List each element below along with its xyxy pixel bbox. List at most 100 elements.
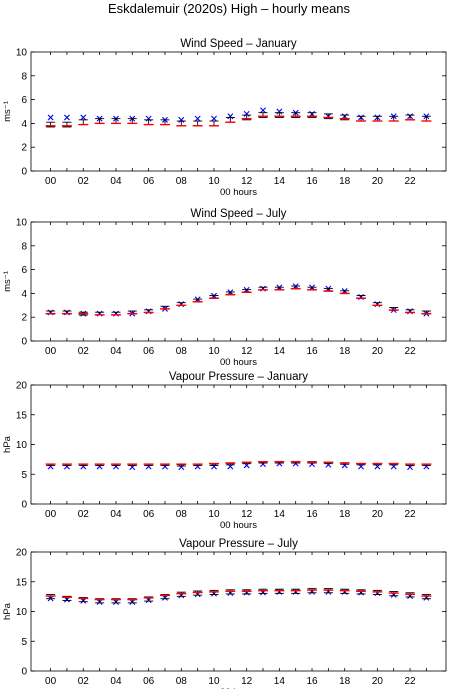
errorbar-point — [421, 115, 431, 122]
cross-point — [227, 113, 234, 120]
x-axis-label: 00 hours — [220, 520, 257, 531]
y-tick-label: 10 — [16, 440, 28, 451]
y-axis-label: hPa — [2, 602, 13, 620]
series-dash — [45, 287, 432, 316]
errorbar-point — [405, 114, 415, 121]
panel-title: Wind Speed – January — [180, 38, 297, 50]
y-tick-label: 10 — [16, 48, 28, 59]
series-dash — [45, 461, 432, 465]
y-tick-label: 10 — [16, 607, 28, 618]
x-tick-label: 14 — [274, 509, 286, 520]
errorbar-point — [111, 118, 121, 124]
y-tick-label: 0 — [21, 667, 27, 678]
x-tick-label: 22 — [404, 176, 416, 187]
cross-stroke — [178, 116, 185, 123]
x-tick-label: 22 — [404, 509, 416, 520]
y-tick-label: 0 — [21, 500, 27, 511]
axes-frame — [30, 221, 447, 342]
x-tick-label: 22 — [404, 346, 416, 357]
panel-title: Wind Speed – July — [191, 208, 287, 220]
x-tick-label: 20 — [372, 509, 384, 520]
errorbar-point — [209, 120, 219, 127]
cross-stroke — [260, 107, 266, 114]
series-mean_with_error — [46, 588, 431, 604]
x-tick-label: 20 — [372, 176, 384, 187]
y-tick-label: 5 — [21, 637, 27, 648]
x-tick-label: 14 — [274, 176, 286, 187]
y-axis-label: hPa — [2, 435, 13, 453]
x-tick-label: 02 — [78, 346, 90, 357]
series-cross — [47, 588, 430, 605]
cross-point — [276, 108, 283, 115]
panel-title: Vapour Pressure – July — [179, 538, 298, 550]
x-tick-label: 16 — [306, 346, 318, 357]
x-tick-label: 06 — [143, 176, 155, 187]
x-axis-label: 00 hours — [220, 187, 257, 198]
cross-stroke — [80, 114, 87, 121]
cross-point — [145, 115, 152, 122]
cross-stroke — [145, 115, 152, 122]
x-tick-label: 04 — [110, 176, 122, 187]
cross-stroke — [276, 108, 283, 115]
x-axis-label: 00 hours — [220, 357, 257, 368]
y-tick-label: 0 — [21, 337, 27, 348]
cross-stroke — [47, 114, 54, 121]
series-dash — [45, 589, 432, 601]
x-tick-label: 10 — [208, 176, 220, 187]
cross-point — [80, 114, 87, 121]
cross-stroke — [227, 113, 234, 120]
x-tick-label: 16 — [306, 676, 318, 687]
chart-panel-2: Vapour Pressure – January 0 5 10 15 20 00 02 04 0… — [2, 371, 447, 531]
x-tick-label: 22 — [404, 676, 416, 687]
x-tick-label: 02 — [78, 676, 90, 687]
x-tick-label: 20 — [372, 346, 384, 357]
y-tick-label: 0 — [21, 167, 27, 178]
x-tick-label: 16 — [306, 176, 318, 187]
cross-stroke — [211, 115, 217, 122]
x-tick-label: 08 — [176, 176, 188, 187]
y-tick-label: 2 — [21, 313, 27, 324]
series-mean_with_error — [46, 285, 431, 316]
x-tick-label: 10 — [208, 346, 220, 357]
series-cross — [47, 460, 430, 471]
y-tick-label: 10 — [16, 218, 28, 229]
cross-point — [211, 115, 217, 122]
y-axis-label: ms⁻¹ — [2, 101, 13, 122]
x-tick-label: 14 — [274, 676, 286, 687]
x-tick-label: 10 — [208, 509, 220, 520]
errorbar-point — [127, 118, 137, 124]
x-tick-label: 10 — [208, 676, 220, 687]
errorbar-point — [389, 115, 399, 122]
x-tick-label: 20 — [372, 676, 384, 687]
x-tick-label: 00 — [45, 176, 57, 187]
x-tick-label: 12 — [241, 676, 253, 687]
y-tick-label: 15 — [16, 577, 28, 588]
series-cross — [47, 283, 430, 317]
errorbar-point — [144, 119, 154, 126]
x-tick-label: 04 — [110, 676, 122, 687]
x-tick-label: 06 — [143, 509, 155, 520]
y-tick-label: 6 — [21, 95, 27, 106]
cross-stroke — [63, 114, 70, 121]
x-tick-label: 00 — [45, 509, 57, 520]
y-tick-label: 15 — [16, 410, 28, 421]
cross-stroke — [243, 110, 250, 117]
errorbar-point — [176, 120, 186, 127]
x-tick-label: 02 — [78, 509, 90, 520]
x-tick-label: 12 — [241, 176, 253, 187]
cross-point — [194, 115, 201, 122]
y-tick-label: 6 — [21, 265, 27, 276]
x-tick-label: 12 — [241, 509, 253, 520]
cross-point — [178, 116, 185, 123]
y-tick-label: 4 — [21, 119, 27, 130]
errorbar-point — [372, 115, 382, 122]
x-tick-label: 06 — [143, 676, 155, 687]
y-tick-label: 5 — [21, 470, 27, 481]
x-tick-label: 18 — [339, 509, 351, 520]
series-cross — [47, 107, 430, 123]
cross-stroke — [211, 463, 217, 470]
x-tick-label: 00 — [45, 346, 57, 357]
x-tick-label: 04 — [110, 346, 122, 357]
y-axis-label: ms⁻¹ — [2, 271, 13, 292]
